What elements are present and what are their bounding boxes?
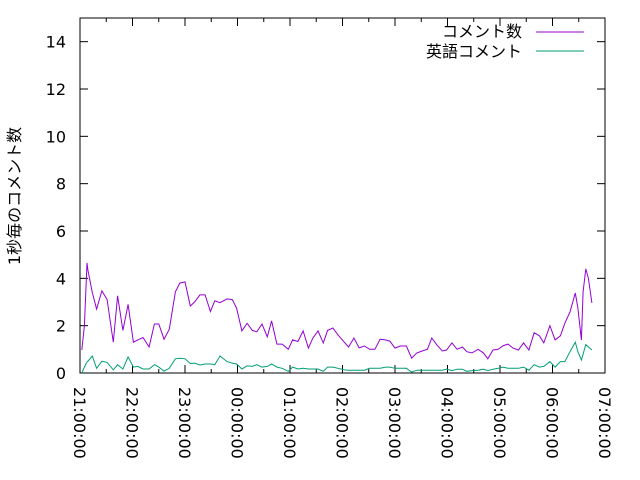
axes: 0 2 4 6 8 10 12 14 21:00:00 22:00:00 23:00:00 00:00…: [46, 17, 614, 459]
legend-label-1: 英語コメント: [426, 42, 522, 61]
x-tick-label: 00:00:00: [228, 387, 247, 459]
legend: コメント数 英語コメント: [426, 22, 584, 61]
y-tick-label: 12: [46, 80, 66, 99]
y-tick-label: 6: [56, 222, 66, 241]
x-tick-label: 01:00:00: [280, 387, 299, 459]
y-tick-label: 0: [56, 364, 66, 383]
y-axis-label: 1秒毎のコメント数: [5, 127, 24, 265]
series-line-0: [81, 262, 593, 360]
x-tick-label: 03:00:00: [385, 387, 404, 459]
x-tick-label: 21:00:00: [70, 387, 89, 459]
series-lines: [81, 262, 593, 374]
x-tick-label: 06:00:00: [543, 387, 562, 459]
x-tick-label: 22:00:00: [123, 387, 142, 459]
y-tick-label: 8: [56, 175, 66, 194]
plot-border: [79, 17, 606, 374]
x-tick-label: 02:00:00: [333, 387, 352, 459]
y-tick-label: 14: [46, 33, 66, 52]
x-tick-label: 04:00:00: [438, 387, 457, 459]
y-tick-label: 10: [46, 127, 66, 146]
x-tick-label: 07:00:00: [595, 387, 614, 459]
y-tick-label: 4: [56, 269, 66, 288]
y-tick-label: 2: [56, 317, 66, 336]
x-tick-label: 05:00:00: [490, 387, 509, 459]
legend-label-0: コメント数: [442, 22, 522, 41]
x-tick-label: 23:00:00: [175, 387, 194, 459]
series-line-1: [81, 340, 593, 374]
